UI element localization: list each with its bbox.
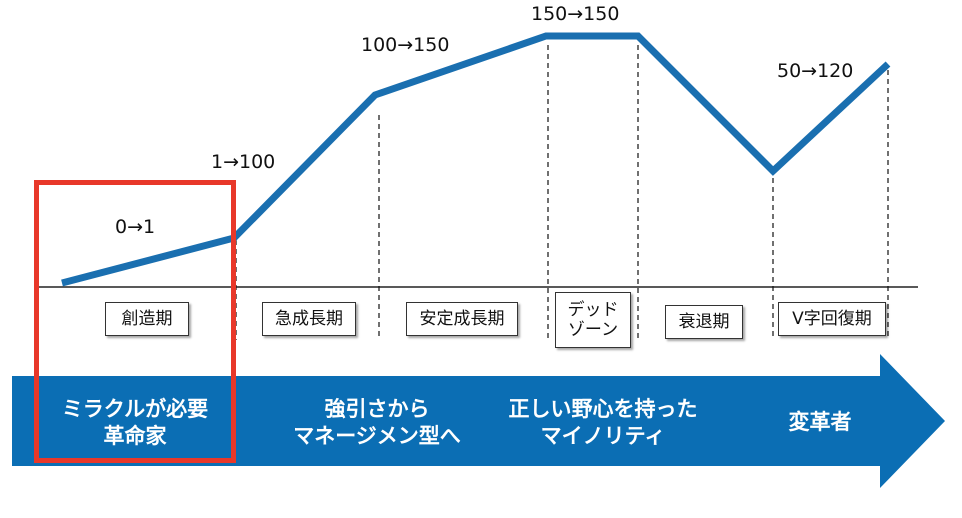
role-label-miracle: ミラクルが必要 革命家	[61, 397, 209, 449]
phase-box-stable-growth: 安定成長期	[406, 302, 518, 336]
phase-box-decline: 衰退期	[665, 305, 743, 339]
range-label-recovery: 50→120	[777, 60, 854, 82]
range-label-stable-growth: 100→150	[361, 34, 450, 56]
role-label-strong-pull: 強引さから マネージメン型へ	[293, 397, 461, 449]
phase-box-creation: 創造期	[105, 302, 189, 336]
range-label-rapid-growth: 1→100	[211, 151, 276, 173]
range-label-creation: 0→1	[115, 216, 156, 238]
role-label-reformer: 変革者	[788, 410, 852, 434]
phase-box-dead-zone: デッド ゾーン	[555, 292, 631, 348]
phase-box-rapid-growth: 急成長期	[262, 302, 356, 336]
range-label-dead-zone: 150→150	[531, 3, 620, 25]
phase-box-v-recovery: V字回復期	[778, 302, 886, 336]
creation-highlight-frame	[34, 180, 236, 463]
role-label-ambition: 正しい野心を持った マイノリティ	[508, 397, 698, 449]
direction-arrow	[12, 354, 945, 488]
